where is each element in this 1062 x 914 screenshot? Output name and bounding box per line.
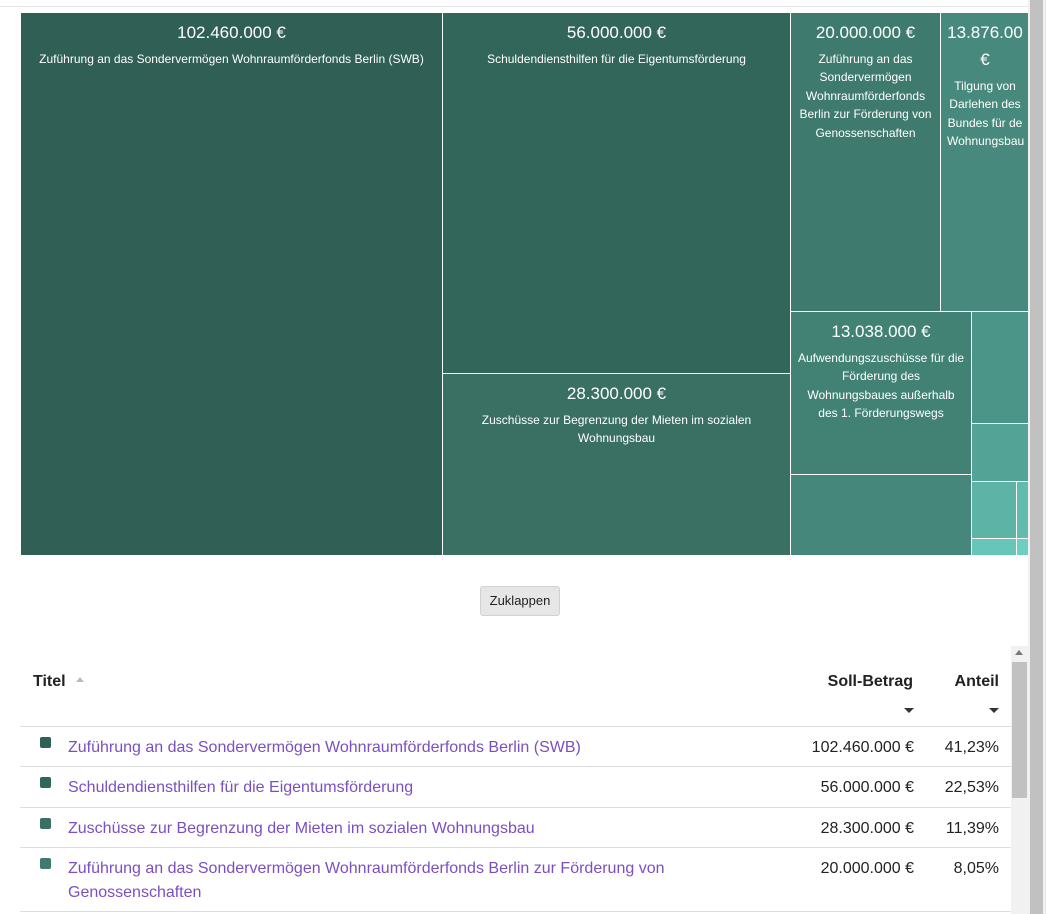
table-scrollbar-thumb[interactable]	[1012, 662, 1027, 798]
treemap-cell-small[interactable]	[790, 474, 972, 556]
treemap-cell-label: Tilgung von Darlehen des Bundes für de W…	[947, 79, 1025, 149]
treemap-cell-small[interactable]	[1016, 481, 1028, 539]
row-title-link[interactable]: Zuschüsse zur Begrenzung der Mieten im s…	[68, 820, 535, 837]
page-scrollbar[interactable]	[1028, 0, 1045, 914]
table-header: Titel Soll-Betrag Anteil	[20, 646, 1011, 727]
treemap-cell-tilgung[interactable]: 13.876.00 € Tilgung von Darlehen des Bun…	[940, 12, 1028, 312]
column-header-share[interactable]: Anteil	[954, 673, 999, 690]
top-divider	[0, 6, 1045, 7]
treemap-cell-label: Schuldendiensthilfen für die Eigentumsfö…	[487, 52, 746, 66]
treemap-cell-small[interactable]	[971, 481, 1017, 539]
treemap-cell-small[interactable]	[971, 311, 1028, 424]
sort-down-icon[interactable]	[904, 708, 914, 713]
budget-table: Titel Soll-Betrag Anteil Zuführung an da…	[20, 646, 1011, 914]
treemap-cell-swb[interactable]: 102.460.000 € Zuführung an das Sonderver…	[20, 12, 443, 556]
treemap-cell-small[interactable]	[1016, 538, 1028, 556]
row-amount: 20.000.000 €	[820, 860, 914, 877]
column-header-amount[interactable]: Soll-Betrag	[827, 673, 913, 690]
treemap-cell-aufwendungszuschuesse[interactable]: 13.038.000 € Aufwendungszuschüsse für di…	[790, 311, 972, 475]
table-row: Zuschüsse zur Begrenzung der Mieten im s…	[20, 808, 1011, 848]
treemap-cell-small[interactable]	[971, 538, 1017, 556]
sort-up-icon[interactable]	[75, 677, 84, 682]
column-header-title-label: Titel	[33, 673, 66, 690]
sort-down-icon[interactable]	[989, 708, 999, 713]
row-amount: 56.000.000 €	[820, 779, 914, 796]
treemap-cell-value: 102.460.000 €	[177, 23, 286, 42]
color-swatch-icon	[40, 858, 51, 869]
row-share: 11,39%	[945, 820, 999, 837]
collapse-button[interactable]: Zuklappen	[480, 586, 560, 616]
treemap-cell-schuldendiensthilfen[interactable]: 56.000.000 € Schuldendiensthilfen für di…	[442, 12, 791, 374]
color-swatch-icon	[40, 818, 51, 829]
treemap-cell-zuschuesse[interactable]: 28.300.000 € Zuschüsse zur Begrenzung de…	[442, 373, 791, 556]
treemap-cell-small[interactable]	[971, 423, 1028, 482]
color-swatch-icon	[40, 737, 51, 748]
table-row: Zuführung an das Sondervermögen Wohnraum…	[20, 727, 1011, 767]
row-share: 22,53%	[944, 779, 999, 796]
treemap-cell-label: Zuschüsse zur Begrenzung der Mieten im s…	[481, 413, 752, 446]
row-amount: 102.460.000 €	[811, 739, 914, 756]
treemap-cell-value: 13.876.00 €	[947, 23, 1023, 69]
scroll-up-arrow-icon[interactable]	[1015, 650, 1023, 655]
treemap-cell-value: 56.000.000 €	[566, 23, 667, 42]
treemap-cell-genossenschaften[interactable]: 20.000.000 € Zuführung an das Sonderverm…	[790, 12, 941, 312]
treemap-cell-value: 28.300.000 €	[566, 384, 667, 403]
table-scrollbar[interactable]	[1011, 646, 1028, 914]
table-row: Schuldendiensthilfen für die Eigentumsfö…	[20, 767, 1011, 808]
color-swatch-icon	[40, 777, 51, 788]
column-header-title[interactable]: Titel	[33, 673, 84, 691]
page-scrollbar-thumb[interactable]	[1030, 0, 1043, 914]
table-row: Zuführung an das Sondervermögen Wohnraum…	[20, 848, 1011, 912]
row-amount: 28.300.000 €	[820, 820, 914, 837]
treemap-cell-label: Zuführung an das Sondervermögen Wohnraum…	[39, 52, 424, 66]
treemap-cell-label: Zuführung an das Sondervermögen Wohnraum…	[799, 52, 932, 140]
row-title-link[interactable]: Zuführung an das Sondervermögen Wohnraum…	[68, 739, 581, 756]
treemap-chart: 102.460.000 € Zuführung an das Sonderver…	[20, 12, 1028, 556]
row-share: 8,05%	[953, 860, 999, 877]
treemap-cell-value: 20.000.000 €	[815, 23, 916, 42]
row-title-link[interactable]: Schuldendiensthilfen für die Eigentumsfö…	[68, 779, 414, 796]
treemap-cell-value: 13.038.000 €	[831, 322, 931, 341]
row-title-link[interactable]: Zuführung an das Sondervermögen Wohnraum…	[68, 860, 665, 901]
window-edge	[1045, 0, 1062, 914]
treemap-cell-label: Aufwendungszuschüsse für die Förderung d…	[797, 351, 965, 421]
row-share: 41,23%	[944, 739, 999, 756]
